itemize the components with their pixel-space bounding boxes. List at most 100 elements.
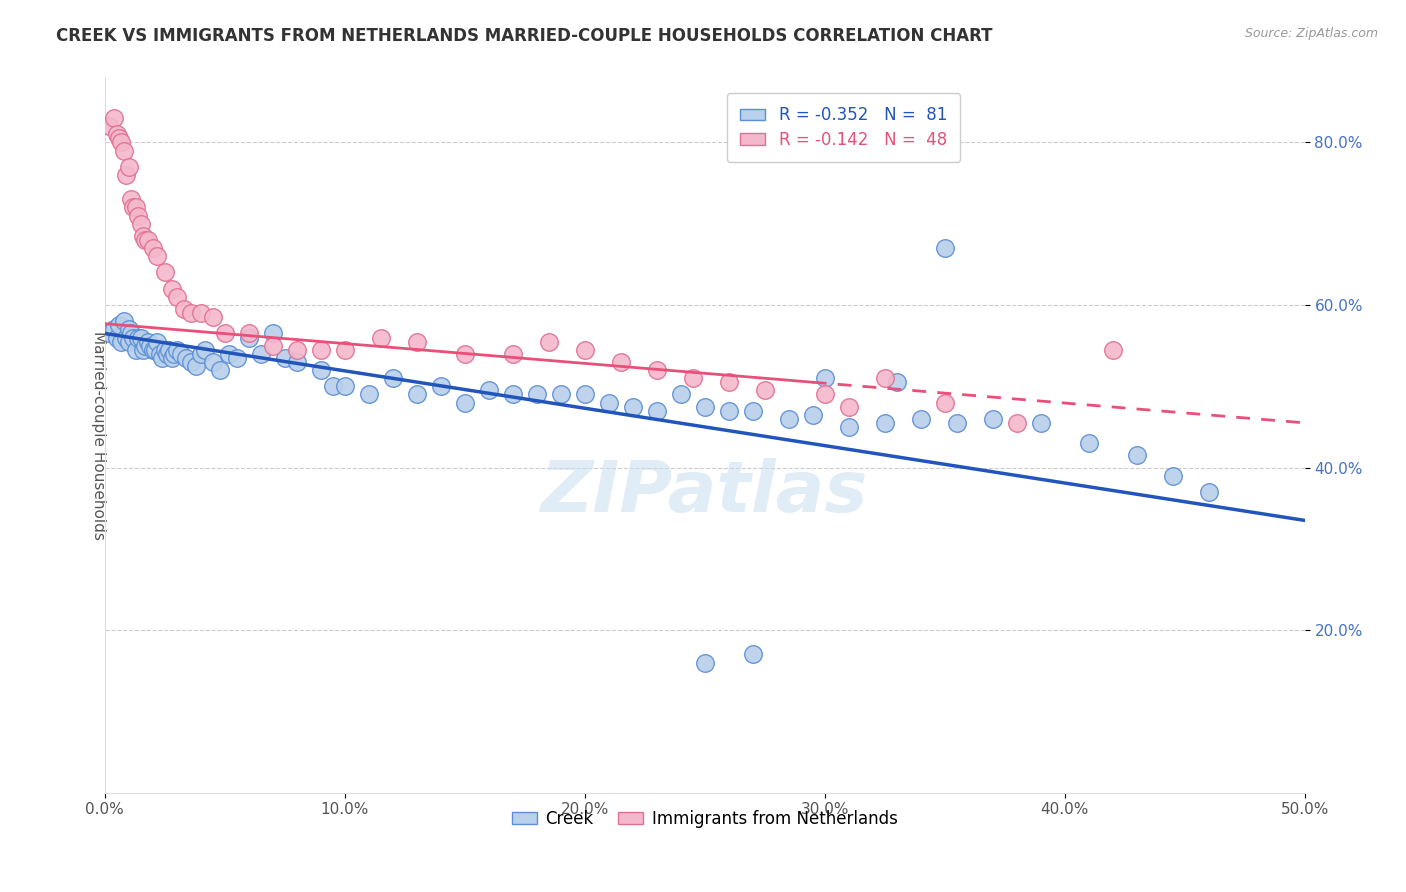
Point <box>669 387 692 401</box>
Text: Source: ZipAtlas.com: Source: ZipAtlas.com <box>1244 27 1378 40</box>
Point <box>910 411 932 425</box>
Point <box>526 387 548 401</box>
Point <box>110 136 132 150</box>
Point <box>136 233 159 247</box>
Point <box>598 395 620 409</box>
Point <box>190 306 212 320</box>
Point <box>778 411 800 425</box>
Point <box>262 326 284 341</box>
Point <box>357 387 380 401</box>
Point <box>120 192 142 206</box>
Point <box>838 420 860 434</box>
Point <box>1005 416 1028 430</box>
Point <box>453 395 475 409</box>
Point <box>149 347 172 361</box>
Point <box>609 355 631 369</box>
Point <box>208 363 231 377</box>
Point <box>741 403 763 417</box>
Point <box>115 330 138 344</box>
Point <box>405 387 427 401</box>
Point <box>814 371 837 385</box>
Point <box>194 343 217 357</box>
Point <box>405 334 427 349</box>
Point <box>132 228 155 243</box>
Point <box>103 111 125 125</box>
Point <box>118 334 141 349</box>
Point <box>1125 448 1147 462</box>
Point <box>309 343 332 357</box>
Point <box>238 330 260 344</box>
Point <box>115 168 138 182</box>
Point <box>309 363 332 377</box>
Point <box>134 338 156 352</box>
Point <box>381 371 404 385</box>
Point <box>218 347 240 361</box>
Point <box>180 355 202 369</box>
Point <box>693 656 716 670</box>
Point <box>112 314 135 328</box>
Point <box>105 330 128 344</box>
Point <box>225 351 247 365</box>
Point <box>285 355 308 369</box>
Point <box>122 330 145 344</box>
Point <box>170 347 193 361</box>
Point <box>621 400 644 414</box>
Point <box>333 379 356 393</box>
Point <box>934 395 956 409</box>
Point <box>1161 468 1184 483</box>
Point <box>1198 485 1220 500</box>
Point <box>945 416 967 430</box>
Point <box>146 249 169 263</box>
Point <box>453 347 475 361</box>
Point <box>249 347 271 361</box>
Point <box>190 347 212 361</box>
Point <box>125 201 148 215</box>
Point <box>934 241 956 255</box>
Point <box>1101 343 1123 357</box>
Point <box>160 282 183 296</box>
Point <box>110 334 132 349</box>
Point <box>886 375 908 389</box>
Point <box>693 400 716 414</box>
Point <box>214 326 236 341</box>
Point <box>150 351 173 365</box>
Point <box>136 334 159 349</box>
Point <box>98 326 121 341</box>
Point <box>103 322 125 336</box>
Point <box>873 371 896 385</box>
Point <box>645 403 668 417</box>
Point <box>201 355 224 369</box>
Point <box>184 359 207 373</box>
Point <box>717 403 740 417</box>
Point <box>132 343 155 357</box>
Point <box>108 318 131 333</box>
Point <box>741 648 763 662</box>
Point <box>143 343 166 357</box>
Point <box>174 351 197 365</box>
Point <box>370 330 392 344</box>
Point <box>125 343 148 357</box>
Point <box>122 201 145 215</box>
Point <box>129 330 152 344</box>
Point <box>537 334 560 349</box>
Point <box>146 334 169 349</box>
Point <box>166 290 188 304</box>
Point <box>153 265 176 279</box>
Point <box>502 347 524 361</box>
Point <box>166 343 188 357</box>
Point <box>502 387 524 401</box>
Point <box>754 384 776 398</box>
Point <box>682 371 704 385</box>
Point <box>156 347 179 361</box>
Point <box>163 347 186 361</box>
Point <box>127 330 149 344</box>
Text: CREEK VS IMMIGRANTS FROM NETHERLANDS MARRIED-COUPLE HOUSEHOLDS CORRELATION CHART: CREEK VS IMMIGRANTS FROM NETHERLANDS MAR… <box>56 27 993 45</box>
Point <box>574 343 596 357</box>
Point <box>262 338 284 352</box>
Point <box>129 217 152 231</box>
Point <box>814 387 837 401</box>
Point <box>160 351 183 365</box>
Point <box>180 306 202 320</box>
Point <box>173 301 195 316</box>
Point <box>120 326 142 341</box>
